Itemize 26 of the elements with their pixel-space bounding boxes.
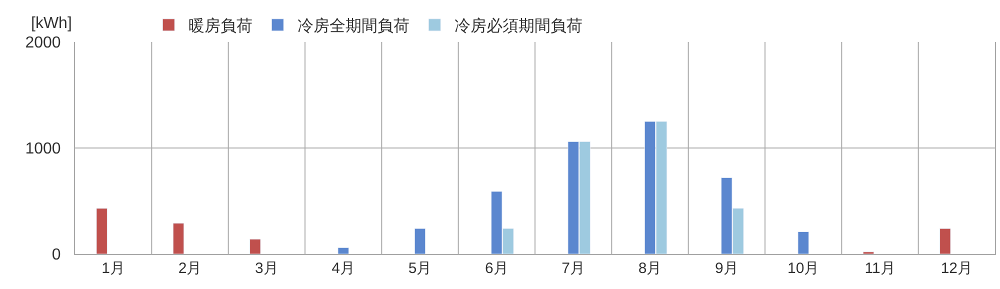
x-tick-label: 6月: [485, 260, 508, 277]
x-tick-label: 7月: [562, 260, 585, 277]
y-tick-label: 2000: [25, 34, 61, 52]
x-tick-label: 8月: [638, 260, 662, 277]
y-tick-label: 1000: [25, 140, 61, 158]
bar: [96, 208, 108, 254]
x-tick-label: 10月: [787, 260, 820, 277]
y-axis-title: [kWh]: [31, 15, 72, 32]
bar: [338, 247, 349, 254]
legend-label: 冷房全期間負荷: [298, 17, 410, 36]
x-tick-label: 12月: [940, 260, 973, 277]
x-tick-label: 2月: [178, 260, 202, 277]
bar: [250, 238, 261, 254]
bar: [940, 228, 951, 254]
y-tick-label: 0: [52, 246, 61, 264]
x-tick-label: 4月: [332, 260, 355, 277]
bar: [172, 223, 184, 254]
legend-label: 冷房必須期間負荷: [454, 17, 583, 36]
legend-label: 暖房負荷: [188, 17, 253, 36]
bar: [798, 231, 809, 254]
x-tick-label: 1月: [102, 260, 125, 277]
x-tick-label: 5月: [408, 260, 432, 277]
x-tick-label: 3月: [255, 260, 278, 277]
x-tick-label: 9月: [715, 260, 738, 277]
x-tick-label: 11月: [864, 260, 896, 277]
bar: [414, 228, 426, 254]
